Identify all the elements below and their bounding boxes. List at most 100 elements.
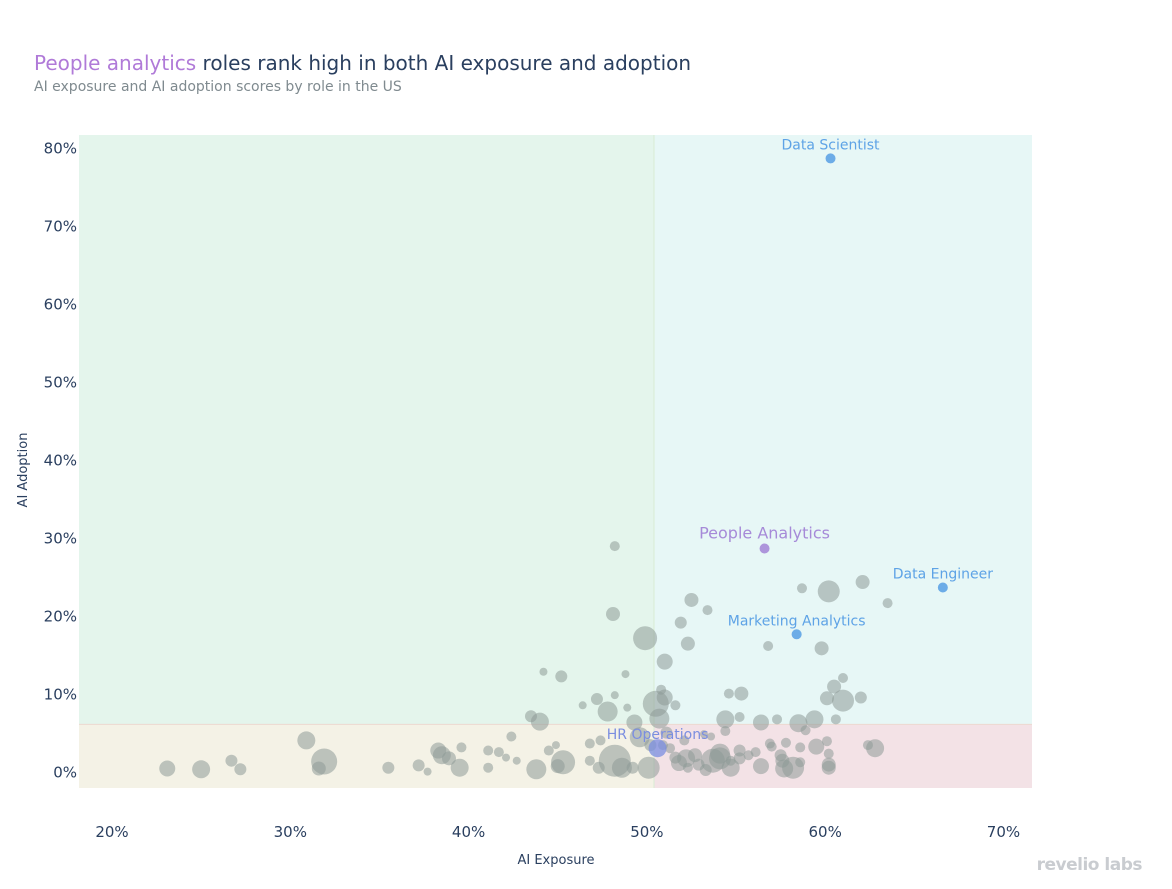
point-label: Marketing Analytics [728, 613, 866, 629]
data-point [752, 758, 769, 775]
y-tick-label: 40% [44, 451, 77, 469]
data-point [637, 756, 660, 779]
y-tick-label: 60% [44, 295, 77, 313]
y-tick-label: 70% [44, 217, 77, 235]
data-point [526, 759, 547, 780]
data-point [800, 725, 811, 736]
data-point [734, 712, 745, 723]
data-point [808, 738, 825, 755]
data-point [234, 763, 247, 776]
data-point [775, 759, 794, 778]
data-point [192, 760, 211, 779]
quadrant-top-left [79, 135, 655, 725]
data-point [660, 726, 673, 739]
data-point [512, 756, 521, 765]
data-point [699, 764, 712, 777]
data-point [795, 757, 806, 768]
data-point [721, 758, 740, 777]
highlighted-point [648, 739, 667, 758]
x-tick-label: 70% [987, 823, 1020, 841]
data-point [780, 737, 791, 748]
point-label: Data Engineer [893, 566, 993, 582]
revelio-labs-logo: revelio labs [1036, 855, 1143, 875]
x-axis-title: AI Exposure [517, 853, 594, 868]
data-point [595, 735, 606, 746]
data-point [823, 748, 834, 759]
data-point [493, 747, 504, 758]
data-point [506, 731, 517, 742]
data-point [679, 735, 690, 746]
data-point [855, 575, 870, 590]
x-tick-label: 20% [95, 823, 128, 841]
data-point [821, 757, 836, 772]
data-point [225, 754, 238, 767]
y-tick-label: 30% [44, 529, 77, 547]
data-point [766, 741, 777, 752]
data-point [709, 743, 730, 764]
y-tick-label: 20% [44, 607, 77, 625]
data-point [450, 758, 469, 777]
data-point [629, 727, 650, 748]
data-point [677, 749, 696, 768]
data-point [543, 745, 554, 756]
data-point [578, 701, 587, 710]
data-point [805, 710, 824, 729]
data-point [423, 767, 432, 776]
data-point [623, 703, 632, 712]
data-point [656, 653, 673, 670]
data-point [551, 741, 560, 750]
data-point [382, 761, 395, 774]
highlighted-point [825, 153, 836, 164]
data-point [817, 580, 840, 603]
chart-subtitle: AI exposure and AI adoption scores by ro… [34, 79, 402, 95]
data-point [821, 736, 832, 747]
y-tick-label: 0% [53, 763, 77, 781]
data-point [854, 691, 867, 704]
data-point [456, 742, 467, 753]
data-point [550, 759, 565, 774]
data-point [555, 670, 568, 683]
data-point [633, 626, 658, 651]
data-point [680, 636, 695, 651]
data-point [502, 753, 511, 762]
data-point [866, 739, 885, 758]
data-point [723, 688, 734, 699]
data-point [483, 745, 494, 756]
data-point [530, 712, 549, 731]
data-point [830, 714, 841, 725]
data-point [606, 607, 621, 622]
title-rest: roles rank high in both AI exposure and … [196, 51, 692, 75]
data-point [734, 686, 749, 701]
x-tick-label: 60% [809, 823, 842, 841]
data-point [832, 689, 855, 712]
y-tick-label: 80% [44, 139, 77, 157]
y-tick-label: 50% [44, 373, 77, 391]
point-label: HR Operations [607, 727, 709, 743]
data-point [590, 693, 603, 706]
quadrant-top-right [654, 135, 1032, 725]
x-tick-label: 50% [630, 823, 663, 841]
data-point [827, 679, 842, 694]
data-point [814, 641, 829, 656]
data-point [441, 751, 456, 766]
data-point [584, 755, 595, 766]
data-point [795, 742, 806, 753]
highlighted-point [759, 543, 770, 554]
data-point [684, 592, 699, 607]
data-point [621, 670, 630, 679]
data-point [882, 598, 893, 609]
data-point [609, 541, 620, 552]
data-point [796, 583, 807, 594]
point-label: People Analytics [699, 523, 830, 542]
data-point [412, 759, 425, 772]
data-point [716, 710, 735, 729]
data-point [626, 761, 639, 774]
point-label: Data Scientist [782, 137, 881, 153]
data-point [597, 701, 618, 722]
x-tick-label: 40% [452, 823, 485, 841]
data-point [611, 757, 632, 778]
data-point [610, 691, 619, 700]
data-point [838, 672, 849, 683]
